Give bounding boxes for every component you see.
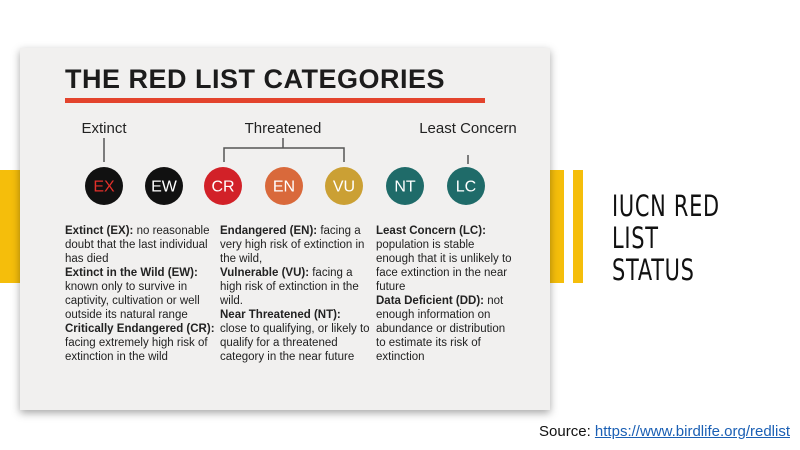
- badge: [145, 167, 183, 205]
- definition-text: known only to survive in captivity, cult…: [65, 281, 200, 321]
- definition-text: no reasonable doubt that the last indivi…: [65, 225, 210, 265]
- badge-label: EX: [93, 179, 115, 196]
- badge: [85, 167, 123, 205]
- badge-diagram: EX EW CR EN VU NT LC: [65, 98, 485, 205]
- side-title-line: LIST STATUS: [612, 221, 695, 287]
- definition: Vulnerable (VU): facing a high risk of e…: [220, 266, 370, 308]
- badge-label: NT: [394, 179, 416, 196]
- definition-term: Endangered (EN):: [220, 225, 318, 237]
- definition: Extinct in the Wild (EW): known only to …: [65, 266, 215, 322]
- group-label: Threatened: [244, 120, 322, 137]
- definition: Extinct (EX): no reasonable doubt that t…: [65, 224, 215, 266]
- badge: [386, 167, 424, 205]
- definition-term: Data Deficient (DD):: [376, 295, 484, 307]
- accent-bar: [550, 170, 564, 283]
- card-title: THE RED LIST CATEGORIES: [65, 64, 446, 94]
- definition-text: facing a very high risk of extinction in…: [220, 225, 365, 265]
- badge: [265, 167, 303, 205]
- definition: Least Concern (LC): population is stable…: [376, 224, 516, 294]
- side-title: IUCN RED LIST STATUS: [612, 190, 747, 286]
- definition-text: population is stable enough that it is u…: [376, 239, 512, 293]
- definition-term: Extinct (EX):: [65, 225, 134, 237]
- accent-bar: [0, 170, 20, 283]
- definition-text: not enough information on abundance or d…: [376, 295, 506, 363]
- source-label: Source:: [539, 423, 591, 440]
- categories-card: THE RED LIST CATEGORIES EX EW CR EN VU N…: [20, 48, 550, 410]
- definition-column: Least Concern (LC): population is stable…: [376, 224, 516, 364]
- definition-text: facing extremely high risk of extinction…: [65, 337, 208, 363]
- definition-term: Least Concern (LC):: [376, 225, 486, 237]
- badge-label: LC: [456, 179, 476, 196]
- badge: [447, 167, 485, 205]
- definition-term: Near Threatened (NT):: [220, 309, 341, 321]
- title-rule: [65, 98, 485, 103]
- side-title-line: IUCN RED: [612, 189, 720, 223]
- definition: Critically Endangered (CR): facing extre…: [65, 322, 215, 364]
- definition-column: Extinct (EX): no reasonable doubt that t…: [65, 224, 215, 364]
- definition-term: Critically Endangered (CR):: [65, 323, 215, 335]
- source: Source: https://www.birdlife.org/redlist: [539, 423, 790, 440]
- group-label: Extinct: [81, 120, 127, 137]
- badge-label: CR: [211, 179, 234, 196]
- badge-label: EW: [151, 179, 178, 196]
- badge: [204, 167, 242, 205]
- badge: [325, 167, 363, 205]
- definition: Data Deficient (DD): not enough informat…: [376, 294, 516, 364]
- definition: Near Threatened (NT): close to qualifyin…: [220, 308, 370, 364]
- badge-label: EN: [273, 179, 295, 196]
- group-label: Least Concern: [419, 120, 517, 137]
- accent-bar: [573, 170, 583, 283]
- definition-column: Endangered (EN): facing a very high risk…: [220, 224, 370, 364]
- definition: Endangered (EN): facing a very high risk…: [220, 224, 370, 266]
- definition-term: Extinct in the Wild (EW):: [65, 267, 198, 279]
- definition-term: Vulnerable (VU):: [220, 267, 310, 279]
- source-link[interactable]: https://www.birdlife.org/redlist: [594, 423, 790, 440]
- brackets: [103, 138, 469, 164]
- definition-text: close to qualifying, or likely to qualif…: [220, 323, 370, 363]
- badge-label: VU: [333, 179, 355, 196]
- definition-text: facing a high risk of extinction in the …: [220, 267, 359, 307]
